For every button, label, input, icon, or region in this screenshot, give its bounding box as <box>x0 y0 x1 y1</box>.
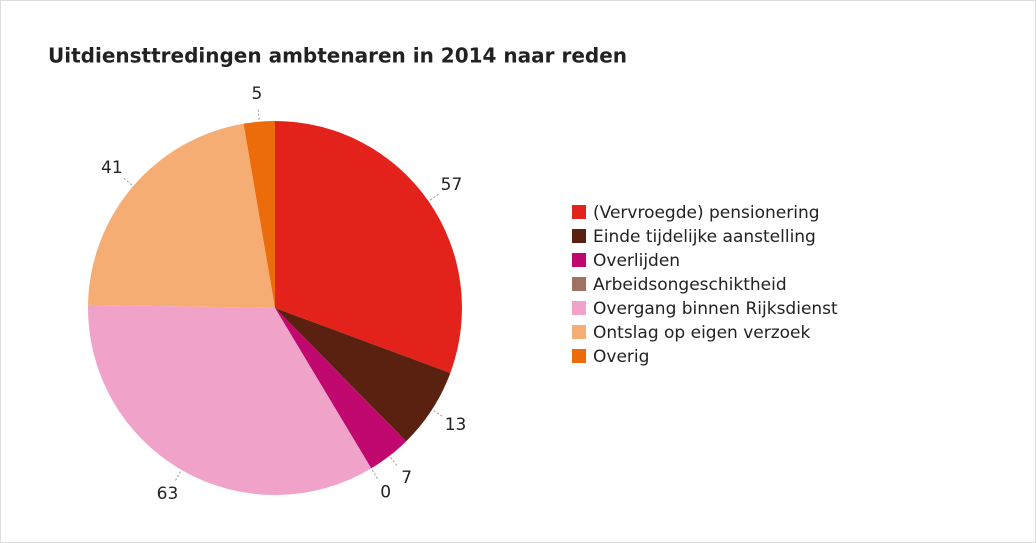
data-label: 57 <box>441 175 463 195</box>
data-label: 5 <box>251 84 262 104</box>
legend-label: Ontslag op eigen verzoek <box>593 323 811 343</box>
legend-label: Einde tijdelijke aanstelling <box>593 227 816 247</box>
legend-swatch <box>572 301 586 315</box>
data-label: 13 <box>445 415 467 435</box>
pie-slice <box>275 308 407 469</box>
data-label: 0 <box>380 482 391 502</box>
legend-label: (Vervroegde) pensionering <box>593 203 820 223</box>
leader-line <box>371 469 378 479</box>
legend-label: Arbeidsongeschiktheid <box>593 275 787 295</box>
legend-swatch <box>572 325 586 339</box>
data-label: 41 <box>101 158 123 178</box>
leader-line <box>123 177 132 186</box>
leader-line <box>257 109 260 120</box>
leader-line <box>429 193 439 201</box>
legend-swatch <box>572 349 586 363</box>
pie-slice <box>88 123 275 309</box>
leader-line <box>390 457 398 466</box>
chart-title: Uitdiensttredingen ambtenaren in 2014 na… <box>48 44 627 68</box>
data-label: 63 <box>157 484 179 504</box>
legend-label: Overgang binnen Rijksdienst <box>593 299 838 319</box>
legend-swatch <box>572 277 586 291</box>
pie-slice <box>88 304 372 496</box>
legend-swatch <box>572 205 586 219</box>
leader-line <box>433 410 443 417</box>
pie-slice <box>275 121 462 373</box>
data-label: 7 <box>401 468 412 488</box>
legend-swatch <box>572 229 586 243</box>
pie-slice <box>275 308 451 442</box>
legend-label: Overig <box>593 347 649 367</box>
leader-line <box>175 471 181 481</box>
pie-slice <box>243 121 275 308</box>
legend-swatch <box>572 253 586 267</box>
legend-label: Overlijden <box>593 251 680 271</box>
